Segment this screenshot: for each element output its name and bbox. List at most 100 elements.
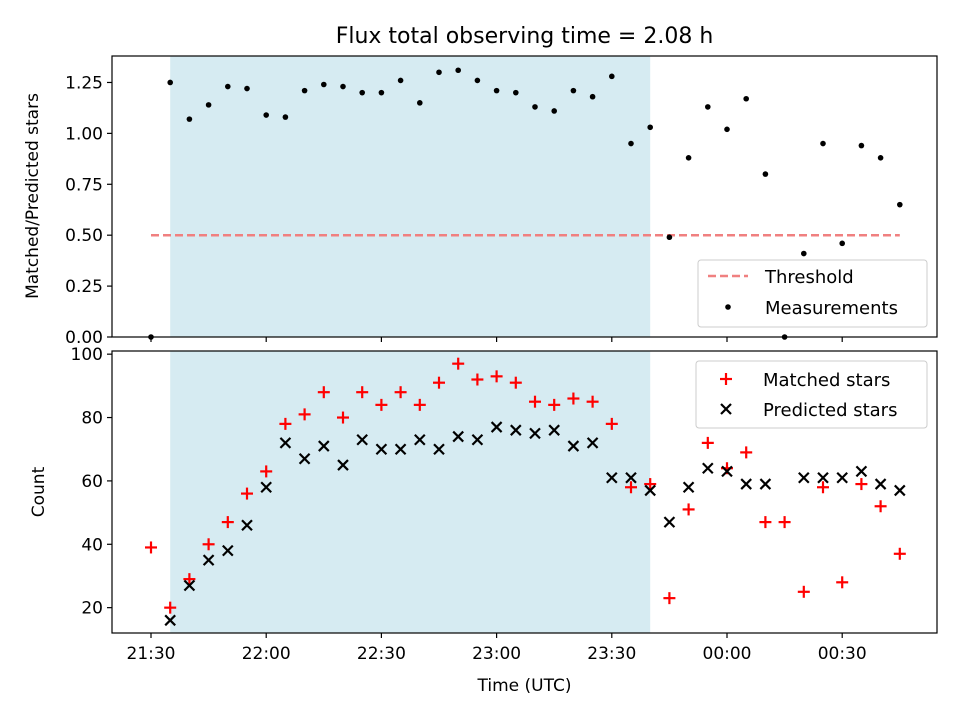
predicted-star-point xyxy=(798,471,810,484)
matched-star-point xyxy=(759,516,772,529)
measurement-point xyxy=(647,124,653,131)
matched-stars-series xyxy=(145,357,906,614)
measurements-series xyxy=(148,67,903,340)
observing-window-shade-bottom xyxy=(170,351,651,633)
measurement-point xyxy=(513,89,519,96)
bottom-legend-box xyxy=(695,360,928,429)
top-x-axis xyxy=(150,337,843,342)
measurement-point xyxy=(321,81,327,88)
measurement-point xyxy=(186,116,193,122)
measurement-point xyxy=(801,250,807,257)
bottom-y-tick-label: 80 xyxy=(81,409,103,429)
matched-star-point xyxy=(241,487,253,500)
predicted-star-point xyxy=(874,478,887,490)
matched-star-point xyxy=(836,576,849,589)
bottom-y-tick-label: 40 xyxy=(81,535,103,555)
matched-star-point xyxy=(567,392,580,405)
top-y-tick-label: 0.50 xyxy=(65,226,103,246)
x-tick-label: 21:30 xyxy=(127,644,176,664)
predicted-star-point xyxy=(740,478,752,490)
measurement-point xyxy=(340,83,346,90)
predicted-star-point xyxy=(298,452,311,465)
predicted-star-point xyxy=(433,443,445,456)
matched-star-point xyxy=(433,376,445,389)
measurement-point xyxy=(609,73,615,80)
top-y-axis: 0.00 0.25 0.50 0.75 1.00 1.25 xyxy=(65,73,112,348)
measurement-point xyxy=(628,140,634,147)
predicted-star-point xyxy=(817,471,829,484)
measurement-point xyxy=(205,102,212,108)
predicted-star-point xyxy=(260,481,272,494)
predicted-star-point xyxy=(356,433,368,446)
measurement-point xyxy=(417,100,423,106)
predicted-star-point xyxy=(337,459,349,471)
observing-window-shade-top xyxy=(170,56,651,337)
legend-threshold-label: Threshold xyxy=(764,267,854,288)
measurement-point xyxy=(474,77,481,84)
measurement-point xyxy=(685,155,692,161)
legend-matched-label: Matched stars xyxy=(763,370,890,391)
bottom-y-tick-label: 60 xyxy=(81,472,103,492)
predicted-star-point xyxy=(682,481,695,494)
predicted-star-point xyxy=(183,579,196,592)
measurement-point xyxy=(666,234,673,241)
matched-star-point xyxy=(874,500,887,513)
observing-window-top xyxy=(170,56,651,337)
matched-star-point xyxy=(740,446,753,459)
matched-star-point xyxy=(682,503,695,516)
top-panel: Flux total observing time = 2.08 h 0.000… xyxy=(23,24,938,348)
matched-star-point xyxy=(509,376,522,389)
bottom-y-tick-label: 20 xyxy=(81,599,103,619)
bottom-plot-frame xyxy=(111,350,938,634)
predicted-star-point xyxy=(529,427,541,440)
matched-star-point xyxy=(797,585,810,598)
matched-star-point xyxy=(452,357,465,370)
measurement-point xyxy=(493,87,500,94)
matched-star-point xyxy=(337,411,349,424)
matched-star-point xyxy=(413,398,426,411)
top-legend: Threshold Measurements xyxy=(697,259,928,328)
bottom-y-axis-label: Count xyxy=(29,466,49,517)
predicted-star-point xyxy=(471,433,484,446)
matched-star-point xyxy=(375,398,388,411)
legend-predicted-swatch xyxy=(720,403,732,415)
matched-star-point xyxy=(298,408,311,421)
predicted-star-point xyxy=(279,437,292,449)
bottom-y-axis: 20 40 60 80 100 xyxy=(71,345,112,619)
top-y-tick-label: 1.25 xyxy=(65,73,103,93)
matched-star-point xyxy=(394,386,407,399)
matched-star-point xyxy=(471,373,484,386)
measurement-point xyxy=(839,240,845,247)
measurement-point xyxy=(820,140,826,147)
predicted-star-point xyxy=(567,440,580,452)
matched-star-point xyxy=(279,417,292,430)
x-tick-label: 23:30 xyxy=(587,644,636,664)
measurement-point xyxy=(589,93,596,100)
predicted-star-point xyxy=(414,433,426,446)
top-y-tick-label: 0.75 xyxy=(65,175,103,195)
x-axis-label: Time (UTC) xyxy=(477,676,572,696)
predicted-star-point xyxy=(222,544,234,557)
matched-star-point xyxy=(164,601,177,614)
predicted-star-point xyxy=(759,478,772,490)
predicted-star-point xyxy=(586,437,599,449)
matched-star-point xyxy=(221,516,234,529)
bottom-panel: 20 40 60 80 100 21:30 22:00 22:30 23:00 23:30 00:… xyxy=(29,345,938,696)
predicted-star-point xyxy=(318,440,330,452)
measurement-point xyxy=(455,67,462,74)
predicted-star-point xyxy=(202,554,215,566)
matched-star-point xyxy=(202,538,215,551)
matched-star-point xyxy=(490,370,503,383)
measurement-point xyxy=(551,108,557,114)
x-tick-label: 23:00 xyxy=(472,644,521,664)
measurement-point xyxy=(705,104,711,110)
measurement-point xyxy=(167,79,173,86)
matched-star-point xyxy=(145,541,157,554)
predicted-star-point xyxy=(606,471,618,484)
predicted-star-point xyxy=(625,471,637,484)
predicted-star-point xyxy=(855,465,868,478)
matched-star-point xyxy=(817,481,829,494)
matched-star-point xyxy=(356,386,369,399)
top-plot-frame xyxy=(111,55,938,338)
